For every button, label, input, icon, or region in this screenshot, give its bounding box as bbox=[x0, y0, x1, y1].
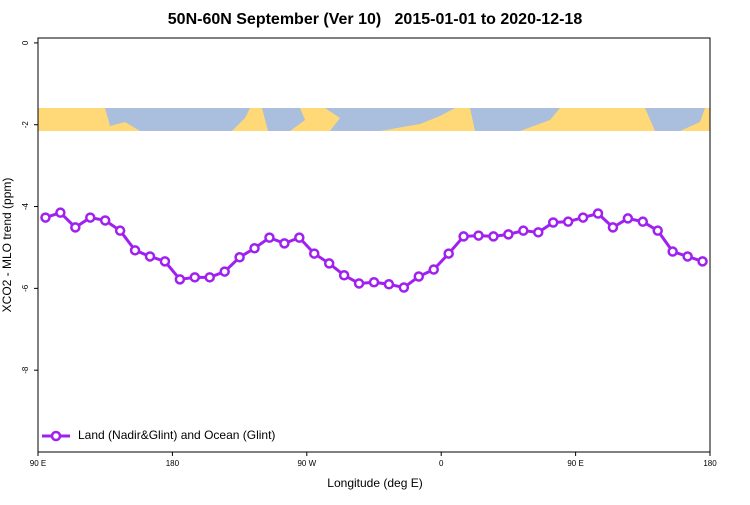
data-point bbox=[189, 272, 201, 283]
data-point bbox=[622, 213, 634, 224]
data-point bbox=[204, 272, 215, 283]
data-point bbox=[503, 229, 514, 240]
data-point bbox=[682, 251, 693, 262]
data-point bbox=[652, 225, 663, 236]
data-point bbox=[70, 222, 81, 233]
data-point bbox=[174, 274, 186, 285]
chart-title: 50N-60N September (Ver 10) 2015-01-01 to… bbox=[168, 11, 583, 28]
plot-frame bbox=[37, 37, 711, 453]
data-point bbox=[353, 278, 365, 289]
y-tick-label: -6 bbox=[21, 284, 30, 292]
y-tick-label: 0 bbox=[21, 40, 30, 45]
map-strip bbox=[38, 108, 710, 131]
data-point bbox=[40, 212, 51, 223]
data-point bbox=[144, 251, 156, 262]
data-point bbox=[219, 266, 230, 277]
x-tick-label: 0 bbox=[439, 459, 444, 468]
data-point bbox=[234, 252, 245, 263]
data-point bbox=[458, 231, 469, 242]
data-point bbox=[473, 230, 484, 241]
data-point bbox=[533, 227, 544, 238]
data-point bbox=[368, 276, 380, 288]
data-point bbox=[577, 212, 589, 223]
y-tick-label: -8 bbox=[21, 366, 30, 374]
data-point bbox=[547, 217, 559, 228]
data-point bbox=[398, 282, 410, 293]
data-point bbox=[488, 231, 499, 242]
data-point bbox=[279, 238, 290, 249]
y-tick-label: -4 bbox=[21, 202, 30, 210]
data-point bbox=[697, 256, 708, 267]
data-point bbox=[129, 245, 141, 256]
data-point bbox=[562, 216, 574, 227]
data-point bbox=[443, 248, 454, 259]
data-point bbox=[323, 258, 335, 269]
data-point bbox=[667, 246, 678, 257]
data-point bbox=[338, 270, 350, 281]
x-tick-label: 90 W bbox=[297, 459, 316, 468]
data-point bbox=[309, 248, 320, 259]
x-tick-label: 90 E bbox=[30, 459, 46, 468]
y-axis-label: XCO2 - MLO trend (ppm) bbox=[0, 178, 14, 313]
data-point bbox=[637, 216, 649, 227]
x-tick-label: 180 bbox=[166, 459, 180, 468]
legend-label: Land (Nadir&Glint) and Ocean (Glint) bbox=[78, 428, 275, 442]
data-point bbox=[518, 225, 529, 236]
data-point bbox=[55, 207, 66, 218]
data-point bbox=[99, 215, 111, 226]
x-tick-label: 90 E bbox=[567, 459, 583, 468]
x-axis-label: Longitude (deg E) bbox=[327, 476, 422, 490]
series-line bbox=[44, 210, 704, 290]
data-point bbox=[85, 212, 96, 223]
x-tick-label: 180 bbox=[703, 459, 717, 468]
data-point bbox=[249, 243, 260, 254]
data-point bbox=[428, 264, 439, 275]
data-point bbox=[294, 232, 305, 243]
data-point bbox=[114, 225, 126, 236]
y-tick-label: -2 bbox=[21, 121, 30, 129]
data-point bbox=[607, 222, 619, 233]
legend-marker bbox=[50, 430, 62, 442]
data-point bbox=[413, 271, 425, 282]
data-point bbox=[264, 232, 275, 243]
data-point bbox=[383, 279, 395, 290]
data-point bbox=[592, 208, 604, 219]
data-point bbox=[159, 256, 171, 267]
